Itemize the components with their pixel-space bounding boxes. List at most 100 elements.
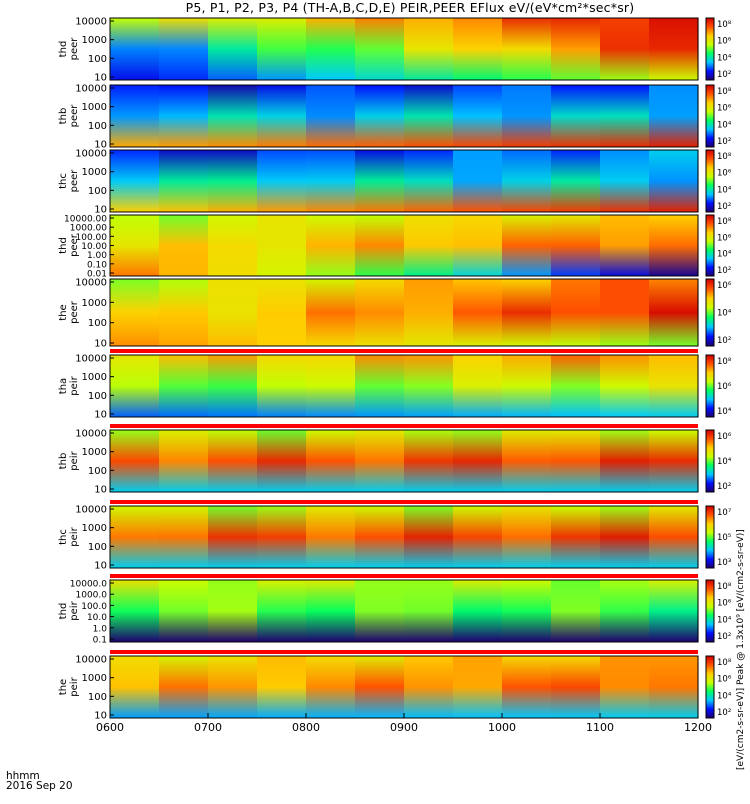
spectrogram-cell — [502, 85, 552, 147]
spectrogram-cell — [110, 85, 160, 147]
spectrogram-cell — [208, 355, 258, 417]
y-tick-label: 1000 — [82, 523, 107, 534]
panel-ylabel: peer — [69, 169, 80, 193]
spectrogram-cell — [502, 506, 552, 568]
colorbar-tick-label: 10⁶ — [717, 382, 732, 392]
chart-title: P5, P1, P2, P3, P4 (TH-A,B,C,D,E) PEIR,P… — [185, 0, 635, 15]
colorbar-tick-label: 10⁶ — [717, 281, 732, 291]
spectrogram-cell — [600, 506, 650, 568]
status-stripe — [110, 500, 698, 504]
spectrogram-cell — [600, 355, 650, 417]
panel-ylabel: peer — [69, 104, 80, 128]
y-tick-label: 1000.00 — [70, 224, 107, 234]
spectrogram-cell — [649, 279, 699, 346]
panel-ylabel: thd — [58, 237, 69, 254]
colorbar-tick-label: 10⁸ — [717, 217, 732, 227]
spectrogram-cell — [453, 430, 503, 492]
time-axis-label: hhmm — [6, 770, 40, 782]
colorbar-tick-label: 10⁸ — [717, 582, 732, 592]
spectrogram-cell — [502, 215, 552, 276]
y-tick-label: 10 — [94, 485, 107, 496]
panel-frame — [109, 149, 699, 213]
y-tick-label: 10000 — [75, 505, 107, 516]
spectrogram-cell — [257, 85, 307, 147]
spectrogram-cell — [355, 355, 405, 417]
spectrogram-cell — [355, 150, 405, 212]
colorbar-tick-label: 10⁸ — [717, 20, 732, 30]
panel-frame — [109, 17, 699, 81]
spectrogram-cell — [355, 215, 405, 276]
y-tick-label: 100 — [88, 121, 107, 132]
panel-7: 10000 1000 100 10 thb peir 10⁶ 10⁴ 10² — [58, 424, 732, 496]
colorbar-title: [eV/(cm2-s-sr-eV)] Peak @ 1.3x10⁹ [eV/(c… — [736, 529, 746, 770]
y-tick-label: 1000.0 — [76, 591, 108, 601]
y-tick-label: 100 — [88, 54, 107, 65]
spectrogram-cell — [257, 580, 307, 642]
panel-ylabel: the — [58, 679, 69, 695]
panel-2: 10000 1000 100 10 thb peer 10⁸ 10⁶ 10⁴ 10² — [58, 84, 732, 151]
colorbar-tick-label: 10⁶ — [717, 169, 732, 179]
y-tick-label: 10 — [94, 339, 107, 350]
spectrogram-cell — [208, 279, 258, 346]
spectrogram-cell — [600, 430, 650, 492]
spectrogram-cell — [551, 656, 601, 718]
spectrogram-cell — [600, 85, 650, 147]
y-tick-label: 10000 — [75, 354, 107, 365]
spectrogram-cell — [110, 215, 160, 276]
spectrogram-cell — [257, 355, 307, 417]
panel-ylabel: thb — [58, 453, 69, 470]
spectrogram-cell — [110, 580, 160, 642]
spectrogram-cell — [404, 85, 454, 147]
spectrogram-cell — [208, 656, 258, 718]
spectrogram-cell — [649, 150, 699, 212]
spectrogram-cell — [257, 18, 307, 80]
spectrogram-cell — [502, 355, 552, 417]
colorbar-tick-label: 10⁴ — [717, 691, 732, 701]
spectrogram-cell — [306, 18, 356, 80]
spectrogram-cell — [110, 355, 160, 417]
colorbar-tick-label: 10² — [717, 137, 731, 147]
status-stripe — [110, 574, 698, 578]
spectrogram-cell — [600, 580, 650, 642]
colorbar — [705, 214, 715, 277]
panel-frame — [109, 278, 699, 347]
colorbar-tick-label: 10² — [717, 708, 731, 718]
spectrogram-cell — [404, 18, 454, 80]
panel-8: 10000 1000 100 10 thc peir 10⁷ 10⁵ 10³ — [58, 500, 732, 572]
spectrogram-cell — [502, 656, 552, 718]
spectrogram-cell — [306, 506, 356, 568]
panel-ylabel: peer — [69, 37, 80, 61]
spectrogram-cell — [159, 150, 209, 212]
panel-frame — [109, 579, 699, 643]
panel-ylabel: peir — [69, 450, 80, 470]
spectrogram-cell — [159, 215, 209, 276]
colorbar-tick-label: 10² — [717, 70, 731, 80]
status-stripe — [110, 650, 698, 654]
colorbar-tick-label: 10⁸ — [717, 87, 732, 97]
panel-ylabel: thb — [58, 108, 69, 125]
spectrogram-cell — [453, 656, 503, 718]
spectrogram-cell — [453, 355, 503, 417]
colorbar-tick-label: 10⁶ — [717, 104, 732, 114]
spectrogram-cell — [159, 430, 209, 492]
x-tick-label: 1200 — [684, 721, 712, 734]
colorbar-tick-label: 10⁶ — [717, 599, 732, 609]
spectrogram-cell — [502, 279, 552, 346]
spectrogram-cell — [551, 355, 601, 417]
colorbar — [705, 655, 715, 719]
spectrogram-cell — [404, 656, 454, 718]
x-tick-label: 0800 — [292, 721, 320, 734]
spectrogram-cell — [649, 580, 699, 642]
spectrogram-cell — [649, 430, 699, 492]
colorbar-tick-label: 10⁴ — [717, 53, 732, 63]
y-tick-label: 100 — [88, 318, 107, 329]
status-stripe — [110, 424, 698, 428]
spectrogram-cell — [404, 279, 454, 346]
colorbar-tick-label: 10² — [717, 482, 731, 492]
y-tick-label: 1000 — [82, 673, 107, 684]
y-tick-label: 1.00 — [87, 251, 107, 261]
colorbar-tick-label: 10³ — [717, 558, 731, 568]
spectrogram-cell — [404, 506, 454, 568]
